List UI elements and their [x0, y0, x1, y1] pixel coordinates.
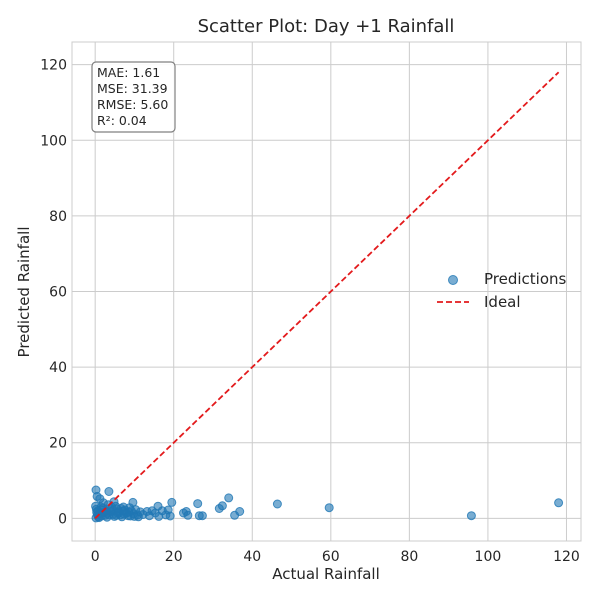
- x-axis-label: Actual Rainfall: [272, 565, 380, 583]
- y-tick-label: 40: [49, 360, 67, 376]
- y-axis-label: Predicted Rainfall: [15, 227, 33, 358]
- y-tick-labels: 0 20 40 60 80 100 120: [40, 58, 67, 528]
- y-tick-label: 120: [40, 58, 67, 74]
- x-tick-label: 120: [553, 549, 580, 565]
- y-tick-label: 0: [58, 511, 67, 527]
- x-tick-labels: 0 20 40 60 80 100 120: [91, 549, 580, 565]
- prediction-point: [104, 487, 114, 496]
- chart-title: Scatter Plot: Day +1 Rainfall: [198, 16, 455, 37]
- stats-r2: R²: 0.04: [97, 113, 147, 128]
- legend: Predictions Ideal: [437, 270, 567, 311]
- stats-mse: MSE: 31.39: [97, 81, 168, 96]
- prediction-point: [324, 503, 334, 513]
- ideal-line-group: [94, 71, 560, 519]
- y-tick-label: 60: [49, 285, 67, 301]
- x-tick-label: 100: [475, 549, 502, 565]
- legend-marker-predictions: [448, 275, 458, 285]
- prediction-point: [118, 506, 128, 516]
- prediction-point: [466, 511, 476, 521]
- prediction-point: [193, 499, 203, 509]
- prediction-point: [183, 510, 193, 520]
- legend-label-ideal: Ideal: [484, 293, 521, 311]
- prediction-point: [235, 507, 245, 516]
- x-tick-label: 80: [400, 549, 418, 565]
- prediction-point: [165, 511, 175, 521]
- x-tick-label: 0: [91, 549, 100, 565]
- prediction-point: [224, 493, 234, 503]
- y-tick-label: 80: [49, 209, 67, 225]
- legend-label-predictions: Predictions: [484, 270, 567, 288]
- prediction-point: [272, 499, 282, 509]
- stats-box-frame: [91, 61, 176, 133]
- x-tick-label: 20: [165, 549, 183, 565]
- prediction-point: [133, 512, 143, 522]
- prediction-point: [197, 511, 207, 521]
- prediction-point: [217, 501, 227, 511]
- prediction-point: [554, 498, 564, 508]
- stats-box: MAE: 1.61 MSE: 31.39 RMSE: 5.60 R²: 0.04: [91, 61, 176, 133]
- prediction-point: [167, 497, 177, 507]
- ideal-line: [94, 71, 560, 519]
- x-tick-label: 60: [322, 549, 340, 565]
- plot-frame: [71, 41, 582, 542]
- stats-rmse: RMSE: 5.60: [97, 97, 168, 112]
- x-tick-label: 40: [243, 549, 261, 565]
- stats-mae: MAE: 1.61: [97, 65, 160, 80]
- y-tick-label: 100: [40, 133, 67, 149]
- y-tick-label: 20: [49, 436, 67, 452]
